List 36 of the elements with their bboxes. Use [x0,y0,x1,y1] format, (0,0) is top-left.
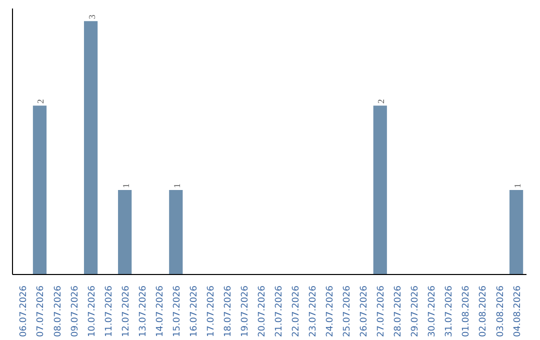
x-tick-label: 17.07.2026 [206,285,216,338]
x-tick-label: 06.07.2026 [19,285,30,338]
data-label: 1 [120,184,131,188]
x-tick-label: 13.07.2026 [138,285,148,338]
x-tick-label: 27.07.2026 [376,285,387,338]
x-tick-label: 04.08.2026 [512,285,523,338]
x-tick-label: 10.07.2026 [87,285,98,338]
x-tick-label: 25.07.2026 [342,285,353,338]
x-tick-label: 12.07.2026 [121,285,132,338]
data-label: 1 [512,184,522,188]
data-label: 2 [376,99,386,104]
x-tick-label: 01.08.2026 [462,285,472,338]
x-tick-label: 03.08.2026 [496,285,506,338]
x-tick-label: 16.07.2026 [189,285,200,338]
x-tick-label: 30.07.2026 [428,285,438,338]
x-tick-label: 31.07.2026 [444,285,455,338]
data-label: 3 [86,14,97,20]
x-tick-label: 02.08.2026 [478,285,489,338]
x-tick-label: 22.07.2026 [292,285,302,338]
x-tick-label: 23.07.2026 [308,285,319,338]
x-tick-label: 28.07.2026 [394,285,404,338]
x-tick-label: 09.07.2026 [70,285,80,338]
x-tick-label: 18.07.2026 [223,285,234,338]
data-label: 1 [172,184,182,188]
x-tick-label: 20.07.2026 [257,285,268,338]
x-tick-label: 21.07.2026 [274,285,285,338]
x-tick-label: 19.07.2026 [240,285,250,338]
x-tick-label: 14.07.2026 [155,285,166,338]
x-tick-label: 26.07.2026 [360,285,370,338]
x-tick-label: 07.07.2026 [36,285,46,338]
x-tick-label: 29.07.2026 [410,285,421,338]
x-tick-label: 15.07.2026 [172,285,182,338]
x-tick-label: 24.07.2026 [326,285,336,338]
data-label: 2 [36,99,46,104]
x-tick-label: 08.07.2026 [53,285,64,338]
x-tick-label: 11.07.2026 [104,285,114,338]
